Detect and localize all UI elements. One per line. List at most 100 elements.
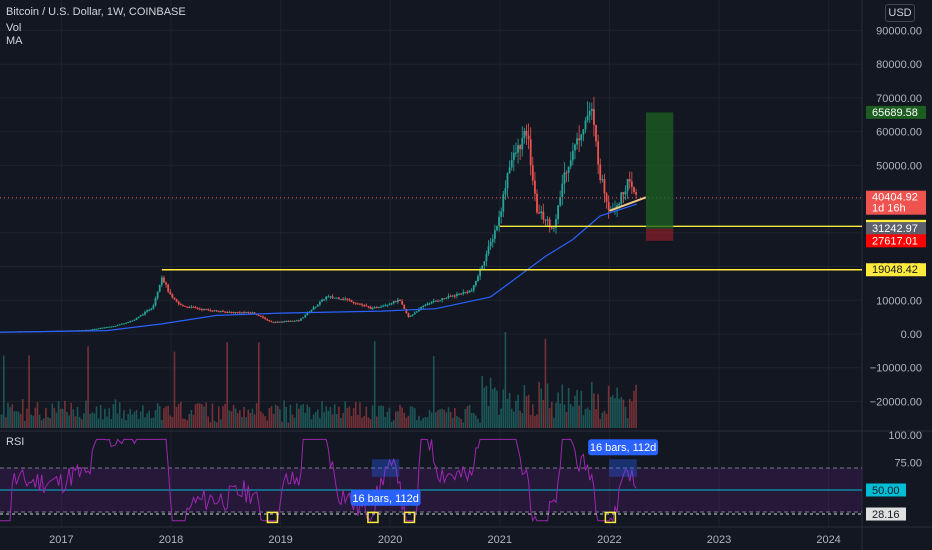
candle-body bbox=[112, 326, 115, 328]
candle-body bbox=[163, 277, 165, 283]
candle-body bbox=[361, 304, 363, 306]
volume-bar bbox=[0, 414, 3, 428]
candle-body bbox=[148, 309, 151, 311]
candle-body bbox=[241, 312, 243, 314]
volume-bar bbox=[57, 401, 60, 428]
date-range-box[interactable] bbox=[609, 459, 637, 477]
volume-bar bbox=[614, 398, 616, 428]
position-stop-zone[interactable] bbox=[645, 228, 674, 241]
candle-body bbox=[563, 172, 566, 184]
volume-bar bbox=[420, 420, 422, 428]
candle-body bbox=[582, 129, 585, 135]
volume-bar bbox=[2, 355, 5, 428]
candle-body bbox=[323, 299, 326, 301]
volume-bar bbox=[430, 412, 433, 428]
candle-body bbox=[538, 212, 541, 214]
volume-bar bbox=[213, 420, 216, 428]
volume-bar bbox=[559, 403, 561, 428]
candle-body bbox=[363, 305, 366, 307]
volume-bar bbox=[335, 414, 338, 428]
candle-body bbox=[559, 197, 562, 206]
volume-bar bbox=[120, 418, 123, 428]
volume-bar bbox=[439, 409, 441, 428]
rsi-low-marker[interactable] bbox=[367, 511, 379, 524]
candle-body bbox=[262, 316, 264, 318]
currency-button[interactable]: USD bbox=[885, 4, 915, 22]
rsi-low-marker[interactable] bbox=[403, 511, 416, 524]
candle-body bbox=[114, 325, 117, 327]
volume-bar bbox=[329, 407, 332, 428]
candle-body bbox=[394, 301, 397, 303]
volume-bar bbox=[312, 414, 315, 428]
candle-body bbox=[118, 324, 121, 326]
rsi-low-marker[interactable] bbox=[266, 511, 279, 524]
candle-body bbox=[569, 160, 572, 167]
rsi-axis-label-text: 50.00 bbox=[872, 485, 900, 497]
volume-bar bbox=[152, 417, 155, 428]
legend-ma[interactable]: MA bbox=[6, 35, 23, 47]
candle-body bbox=[97, 328, 100, 330]
candle-body bbox=[285, 321, 288, 323]
trendline[interactable] bbox=[609, 196, 647, 212]
candle-body bbox=[466, 291, 469, 293]
candle-body bbox=[489, 241, 492, 247]
rsi-low-marker[interactable] bbox=[604, 511, 617, 524]
rsi-axis-label bbox=[866, 507, 906, 521]
candle-body bbox=[407, 313, 410, 317]
candle-body bbox=[146, 310, 148, 312]
candle-body bbox=[344, 298, 347, 300]
volume-bar bbox=[211, 403, 214, 428]
candle-body bbox=[293, 320, 296, 322]
volume-bar bbox=[603, 410, 606, 428]
volume-bar bbox=[310, 419, 313, 428]
volume-bar bbox=[167, 405, 169, 428]
volume-bar bbox=[443, 409, 446, 428]
volume-bar bbox=[542, 399, 545, 428]
volume-bar bbox=[354, 401, 357, 428]
volume-bar bbox=[428, 410, 431, 428]
candle-body bbox=[314, 306, 317, 308]
volume-bar bbox=[616, 387, 618, 428]
candle-body bbox=[401, 300, 404, 305]
candle-body bbox=[310, 309, 313, 312]
volume-bar bbox=[550, 401, 553, 428]
volume-bar bbox=[306, 404, 309, 428]
date-range-box[interactable] bbox=[371, 459, 400, 477]
volume-bar bbox=[342, 413, 344, 428]
volume-bar bbox=[270, 406, 273, 428]
volume-bar bbox=[626, 418, 629, 428]
volume-bar bbox=[137, 418, 140, 428]
volume-bar bbox=[371, 405, 374, 428]
candle-body bbox=[186, 306, 189, 308]
candle-body bbox=[472, 285, 475, 291]
candle-body bbox=[342, 299, 345, 301]
candle-body bbox=[219, 310, 222, 312]
x-tick-label: 2019 bbox=[268, 534, 292, 546]
volume-bar bbox=[28, 355, 30, 428]
candle-body bbox=[424, 304, 427, 306]
candle-body bbox=[175, 299, 178, 302]
volume-bar bbox=[574, 395, 576, 428]
candle-body bbox=[215, 310, 218, 312]
candle-body bbox=[447, 295, 450, 298]
volume-bar bbox=[580, 390, 583, 428]
volume-bar bbox=[523, 385, 526, 428]
candle-body bbox=[508, 167, 511, 174]
candle-body bbox=[403, 304, 406, 309]
volume-bar bbox=[72, 409, 75, 428]
candle-body bbox=[108, 326, 111, 328]
candle-body bbox=[428, 303, 431, 305]
volume-bar bbox=[593, 393, 595, 428]
candle-body bbox=[633, 186, 635, 193]
moving-average-line bbox=[0, 203, 637, 333]
volume-bar bbox=[361, 417, 363, 428]
candle-body bbox=[184, 305, 186, 307]
candle-body bbox=[346, 298, 349, 300]
position-target-zone[interactable] bbox=[645, 112, 674, 229]
candle-body bbox=[319, 301, 321, 305]
legend-vol[interactable]: Vol bbox=[6, 22, 22, 34]
candle-body bbox=[432, 300, 435, 302]
volume-bar bbox=[154, 410, 157, 428]
volume-bar bbox=[458, 417, 460, 428]
